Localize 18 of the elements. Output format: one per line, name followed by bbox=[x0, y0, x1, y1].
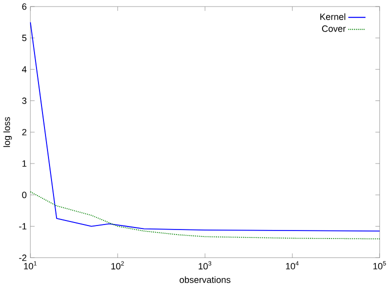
y-tick-label: 1 bbox=[22, 160, 26, 166]
y-axis-title: log loss bbox=[3, 116, 12, 147]
y-tick-label: 5 bbox=[22, 34, 26, 41]
y-tick-label: -2 bbox=[19, 254, 26, 261]
x-tick-label: 10$^{5}$ bbox=[373, 261, 386, 270]
y-tick-label: 2 bbox=[22, 128, 26, 136]
y-tick-label: 3 bbox=[22, 97, 26, 104]
y-tick-label: -1 bbox=[19, 223, 26, 230]
y-tick-label: 4 bbox=[22, 66, 27, 72]
legend-label: Cover bbox=[322, 25, 346, 32]
x-tick-label: 10$^{4}$ bbox=[286, 261, 299, 270]
x-tick-label: 10$^{1}$ bbox=[24, 261, 37, 270]
y-tick-label: 6 bbox=[22, 3, 26, 10]
x-tick-label: 10$^{3}$ bbox=[198, 261, 212, 270]
x-tick-label: 10$^{2}$ bbox=[111, 261, 124, 270]
legend-label: Kernel bbox=[320, 13, 346, 20]
y-tick-label: 0 bbox=[22, 192, 26, 198]
x-axis-title: observations bbox=[180, 276, 230, 283]
